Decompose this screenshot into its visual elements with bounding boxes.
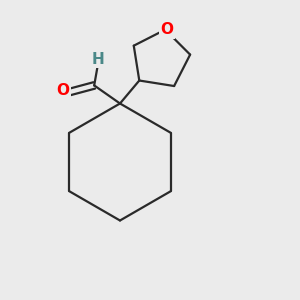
Text: O: O — [56, 83, 70, 98]
Text: O: O — [160, 22, 173, 37]
Text: H: H — [92, 52, 104, 67]
